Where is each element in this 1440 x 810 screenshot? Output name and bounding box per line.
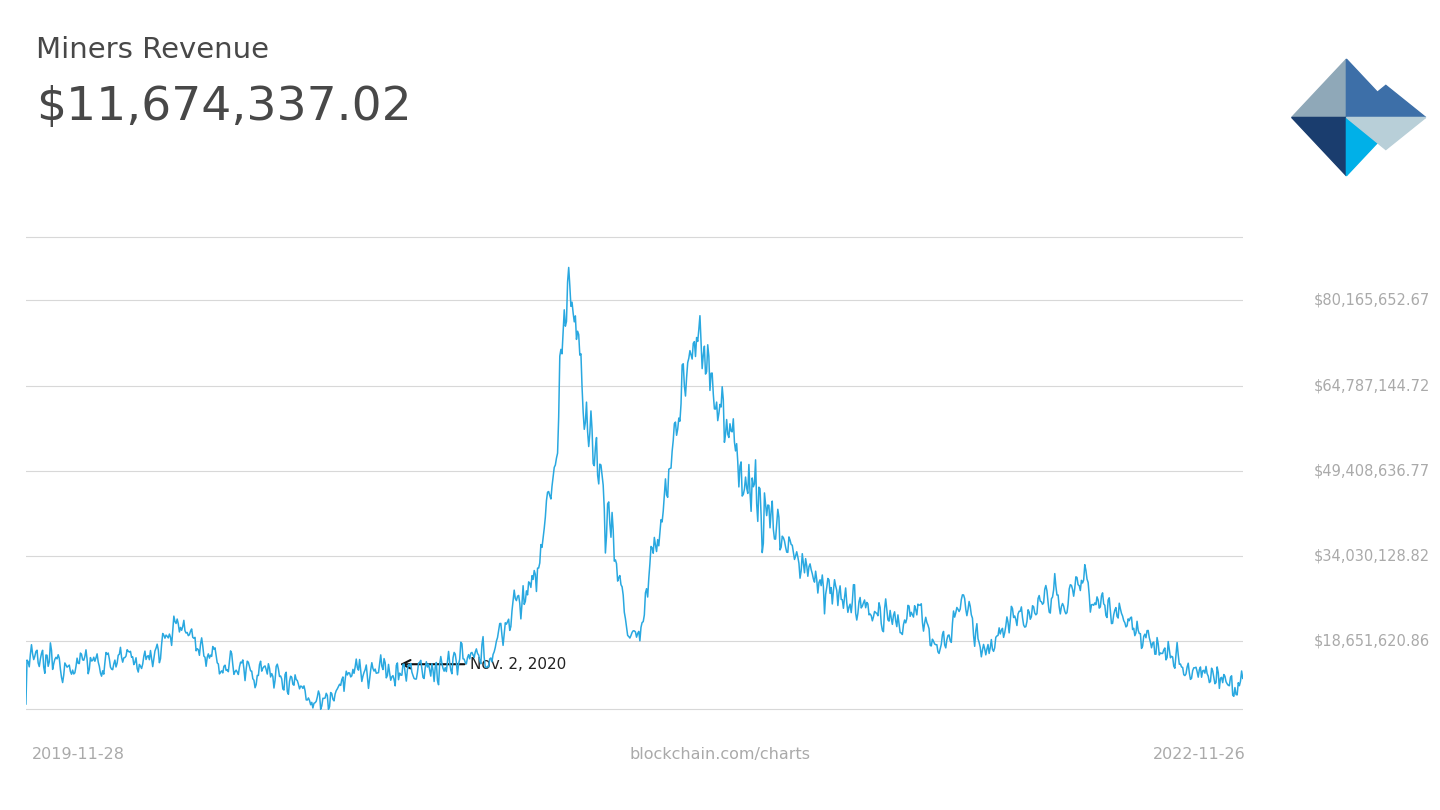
Text: $64,787,144.72: $64,787,144.72	[1313, 378, 1430, 393]
Text: 2019-11-28: 2019-11-28	[32, 748, 125, 762]
Text: 2022-11-26: 2022-11-26	[1153, 748, 1246, 762]
Text: $34,030,128.82: $34,030,128.82	[1313, 548, 1430, 564]
Text: blockchain.com/charts: blockchain.com/charts	[629, 748, 811, 762]
Text: $49,408,636.77: $49,408,636.77	[1313, 463, 1430, 479]
Text: $11,674,337.02: $11,674,337.02	[36, 85, 412, 130]
Text: Nov. 2, 2020: Nov. 2, 2020	[402, 657, 566, 671]
Text: $80,165,652.67: $80,165,652.67	[1313, 293, 1430, 308]
Text: Miners Revenue: Miners Revenue	[36, 36, 269, 65]
Text: $18,651,620.86: $18,651,620.86	[1313, 633, 1430, 649]
